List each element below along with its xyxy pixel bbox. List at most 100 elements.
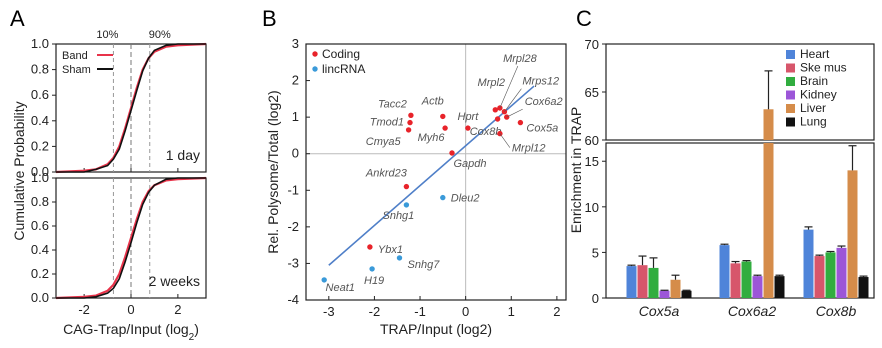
point-label-mrpl12: Mrpl12: [512, 143, 546, 155]
point-label-hprt: Hprt: [458, 111, 480, 123]
y-tick-label: 0.0: [31, 164, 49, 179]
x-tick-label: -1: [414, 304, 426, 319]
y-tick-label: 1.0: [31, 36, 49, 51]
leader-line-mrpl12: [499, 133, 511, 148]
point-label-tmod1: Tmod1: [370, 117, 404, 129]
legend-label-band: Band: [62, 50, 88, 62]
point-mrps12: [501, 109, 508, 115]
y-tick-label: -4: [287, 292, 299, 307]
legend-swatch-brain: [786, 77, 795, 86]
bar-brain-cox6a2: [741, 261, 752, 298]
point-ybx1: [367, 244, 373, 250]
point-label-actb: Actb: [421, 95, 444, 107]
bar-kidney-cox8b: [836, 247, 847, 298]
y-tick-label: 60: [585, 133, 599, 148]
y-tick-label: 2: [292, 73, 299, 88]
y-tick-label: 70: [585, 37, 599, 52]
x-axis-title: TRAP/Input (log2): [380, 321, 492, 337]
y-tick-label: -3: [287, 255, 299, 270]
bar-heart-cox5a: [626, 266, 637, 298]
y-tick-label: 1.0: [31, 170, 49, 185]
legend-label-lung: Lung: [800, 115, 827, 129]
y-axis-title: Rel. Polysome/Total (log2): [265, 90, 281, 253]
bar-ske-mus-cox6a2: [730, 263, 741, 298]
point-tmod1: [407, 119, 413, 126]
percentile-label-0: 10%: [96, 29, 118, 41]
bar-brain-cox8b: [825, 252, 836, 298]
x-tick-label: 1: [508, 304, 515, 319]
point-label-mrpl28: Mrpl28: [503, 53, 538, 65]
x-tick-label: 2: [174, 302, 181, 317]
bar-lung-cox5a: [681, 290, 692, 298]
y-tick-label: 15: [585, 154, 599, 169]
y-tick-label: -2: [287, 219, 299, 234]
bar-kidney-cox5a: [659, 290, 670, 298]
point-dleu2: [440, 194, 446, 201]
legend-label-ske-mus: Ske mus: [800, 61, 847, 75]
legend-label-brain: Brain: [800, 74, 828, 88]
leader-line-mrps12: [504, 88, 522, 112]
y-tick-label: 0.8: [31, 62, 49, 77]
y-tick-label: 0.2: [31, 266, 49, 281]
point-h19: [369, 266, 375, 272]
point-label-snhg7: Snhg7: [408, 259, 441, 271]
cdf-subplot-1-day: 0.0 0.2 0.4 0.6 0.8 1.0 1 day: [31, 36, 207, 179]
bar-lung-cox6a2: [774, 276, 785, 298]
point-cox8b: [494, 116, 501, 122]
legend-marker-coding: [312, 51, 318, 57]
legend-label-liver: Liver: [800, 101, 826, 115]
point-label-ankrd23: Ankrd23: [365, 168, 408, 180]
panel-a-cdf-chart: 0.0 0.2 0.4 0.6 0.8 1.0 1 day 0.0 0.2 0.4 0.6 0.8 1…: [11, 29, 207, 343]
y-tick-label: 5: [592, 245, 599, 260]
legend-swatch-heart: [786, 50, 795, 59]
point-label-mrpl2: Mrpl2: [478, 77, 506, 89]
y-tick-label: -1: [287, 182, 299, 197]
leader-line-mrpl28: [499, 65, 519, 109]
point-label-cox5a: Cox5a: [526, 123, 558, 135]
legend-label-lincrna: lincRNA: [322, 62, 365, 76]
bar-ske-mus-cox5a: [637, 265, 648, 298]
point-label-cox6a2: Cox6a2: [525, 96, 563, 108]
bar-lung-cox8b: [858, 277, 869, 298]
legend-label-coding: Coding: [322, 47, 360, 61]
bar-heart-cox6a2: [719, 245, 730, 298]
y-tick-label: 0.6: [31, 87, 49, 102]
bar-liver-cox6a2-upper: [763, 109, 774, 140]
point-label-tacc2: Tacc2: [378, 98, 407, 110]
point-mrpl2: [492, 107, 498, 113]
legend-swatch-ske-mus: [786, 63, 795, 73]
point-label-dleu2: Dleu2: [451, 193, 480, 205]
bar-kidney-cox6a2: [752, 276, 763, 298]
point-label-ybx1: Ybx1: [378, 244, 403, 256]
y-tick-label: 0.8: [31, 194, 49, 209]
legend-label-kidney: Kidney: [800, 88, 837, 102]
point-label-snhg1: Snhg1: [382, 210, 414, 222]
bar-brain-cox5a: [648, 267, 659, 298]
panel-letter-c: C: [576, 6, 592, 31]
point-snhg7: [396, 255, 403, 261]
point-label-neat1: Neat1: [326, 282, 355, 294]
y-axis-title: Cumulative Probability: [11, 101, 27, 240]
point-ankrd23: [403, 183, 410, 190]
y-tick-label: 0.4: [31, 242, 49, 257]
x-tick-label: -2: [369, 304, 381, 319]
bar-liver-cox5a: [670, 279, 681, 298]
point-label-mrps12: Mrps12: [522, 76, 559, 88]
x-tick-label: 2: [553, 304, 560, 319]
cdf-line-sham: [56, 43, 206, 173]
y-tick-label: 0.2: [31, 138, 49, 153]
percentile-label-1: 90%: [149, 29, 171, 41]
point-cmya5: [405, 127, 412, 133]
subplot-label: 1 day: [166, 147, 200, 163]
point-snhg1: [403, 202, 410, 208]
y-tick-label: 3: [292, 36, 299, 51]
category-label-cox8b: Cox8b: [816, 303, 857, 319]
point-myh6: [442, 125, 448, 131]
x-axis-title-subscript: 2: [189, 332, 195, 343]
panel-b-scatter-chart: -4 -3 -2 -1 0 1 2 3 -3 -2 -1 0 1 2 TRAP/Input (log2) Re…: [265, 36, 567, 337]
y-tick-label: 0: [292, 146, 299, 161]
point-label-h19: H19: [364, 275, 384, 287]
point-label-cox8b: Cox8b: [470, 126, 502, 138]
point-actb: [440, 113, 446, 120]
y-tick-label: 0: [592, 291, 599, 306]
